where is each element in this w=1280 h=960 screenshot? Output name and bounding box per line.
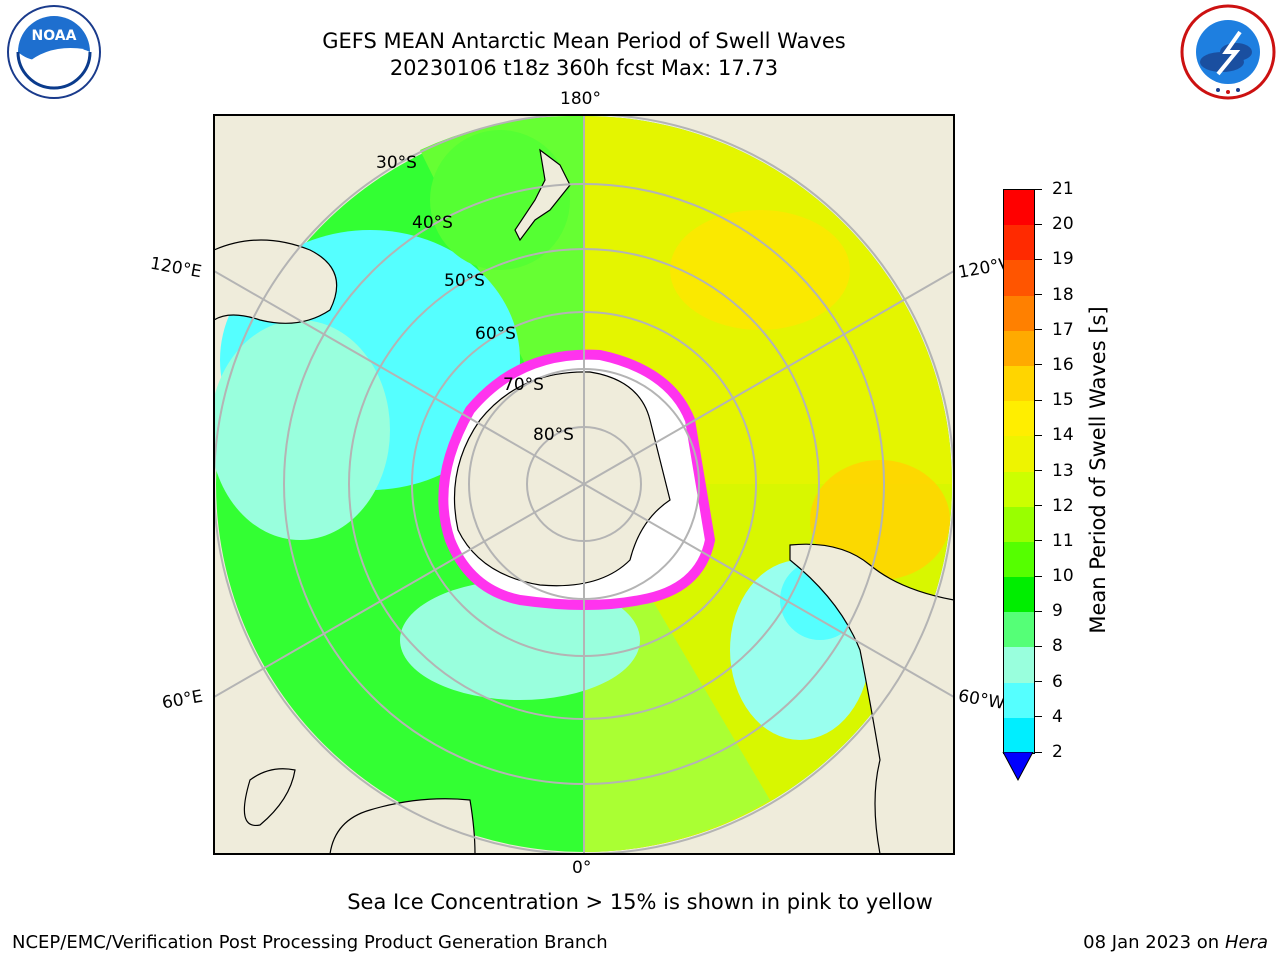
south-america <box>789 543 954 854</box>
colorbar-segment <box>1004 260 1034 296</box>
colorbar-segment <box>1004 471 1034 507</box>
colorbar <box>1003 189 1035 754</box>
lat-label-70s: 70°S <box>503 375 544 395</box>
colorbar-segment <box>1004 577 1034 613</box>
colorbar-tick-mark <box>1034 645 1042 647</box>
colorbar-tick-mark <box>1034 294 1042 296</box>
lon-label-0: 0° <box>572 858 592 878</box>
colorbar-tick-label: 21 <box>1052 179 1074 199</box>
colorbar-tick-label: 18 <box>1052 284 1074 305</box>
colorbar-segment <box>1004 506 1034 542</box>
noaa-logo: NOAA <box>7 5 101 99</box>
credit-text: NCEP/EMC/Verification Post Processing Pr… <box>12 932 608 953</box>
colorbar-tick-label: 12 <box>1052 495 1074 516</box>
colorbar-tick-mark <box>1034 188 1042 190</box>
colorbar-tick-mark <box>1034 716 1042 718</box>
sea-ice-note: Sea Ice Concentration > 15% is shown in … <box>347 890 933 914</box>
lon-label-180: 180° <box>560 89 601 109</box>
colorbar-segment <box>1004 295 1034 331</box>
australia <box>214 239 338 324</box>
nws-logo <box>1180 4 1276 100</box>
new-zealand <box>514 148 571 242</box>
colorbar-tick-mark <box>1034 434 1042 436</box>
madagascar <box>243 768 296 827</box>
colorbar-segment <box>1004 365 1034 402</box>
colorbar-tick-mark <box>1034 751 1042 753</box>
colorbar-tick-label: 19 <box>1052 249 1074 270</box>
run-date: 08 Jan 2023 on Hera <box>1083 932 1268 953</box>
colorbar-tick-mark <box>1034 329 1042 331</box>
colorbar-segment <box>1004 612 1034 648</box>
colorbar-tick-label: 8 <box>1052 636 1063 657</box>
colorbar-tick-mark <box>1034 399 1042 401</box>
africa <box>329 798 476 854</box>
colorbar-tick-mark <box>1034 610 1042 612</box>
colorbar-tick-label: 13 <box>1052 460 1074 481</box>
colorbar-tick-mark <box>1034 540 1042 542</box>
colorbar-tick-mark <box>1034 470 1042 471</box>
colorbar-segment <box>1004 436 1034 472</box>
graticule <box>214 115 954 854</box>
colorbar-tick-label: 15 <box>1052 390 1074 411</box>
lat-label-50s: 50°S <box>444 271 485 291</box>
colorbar-tick-label: 6 <box>1052 671 1063 692</box>
map-frame <box>213 114 955 855</box>
lat-label-30s: 30°S <box>376 153 417 173</box>
colorbar-tick-label: 2 <box>1052 742 1063 762</box>
colorbar-segment <box>1004 225 1034 261</box>
colorbar-tick-mark <box>1034 223 1042 225</box>
run-date-text: 08 Jan 2023 on <box>1083 932 1225 953</box>
lat-label-40s: 40°S <box>412 213 453 233</box>
lat-label-60s: 60°S <box>475 324 516 344</box>
colorbar-segment <box>1004 682 1034 718</box>
colorbar-tick-label: 9 <box>1052 601 1063 622</box>
colorbar-segment <box>1004 401 1034 437</box>
colorbar-segment <box>1004 541 1034 578</box>
colorbar-tick-mark <box>1034 681 1042 683</box>
colorbar-tick-mark <box>1034 258 1042 260</box>
colorbar-tick-label: 4 <box>1052 706 1063 727</box>
colorbar-tick-label: 16 <box>1052 354 1074 375</box>
colorbar-tick-label: 14 <box>1052 425 1074 446</box>
noaa-logo-text: NOAA <box>32 28 77 44</box>
colorbar-tick-label: 20 <box>1052 214 1074 235</box>
colorbar-segment <box>1004 330 1034 366</box>
lat-label-80s: 80°S <box>533 425 574 445</box>
colorbar-tick-mark <box>1034 364 1042 366</box>
colorbar-segment <box>1004 717 1034 753</box>
colorbar-tick-label: 11 <box>1052 530 1074 551</box>
host-name: Hera <box>1224 932 1268 953</box>
colorbar-segment <box>1004 647 1034 683</box>
colorbar-tick-label: 10 <box>1052 566 1074 587</box>
chart-subtitle: 20230106 t18z 360h fcst Max: 17.73 <box>389 56 779 80</box>
colorbar-tick-mark <box>1034 575 1042 577</box>
colorbar-extend-arrow <box>1002 752 1034 782</box>
colorbar-tick-label: 17 <box>1052 319 1074 340</box>
chart-title: GEFS MEAN Antarctic Mean Period of Swell… <box>322 29 846 53</box>
colorbar-label: Mean Period of Swell Waves [s] <box>1086 306 1110 634</box>
colorbar-tick-mark <box>1034 505 1042 507</box>
colorbar-segment <box>1004 190 1034 226</box>
